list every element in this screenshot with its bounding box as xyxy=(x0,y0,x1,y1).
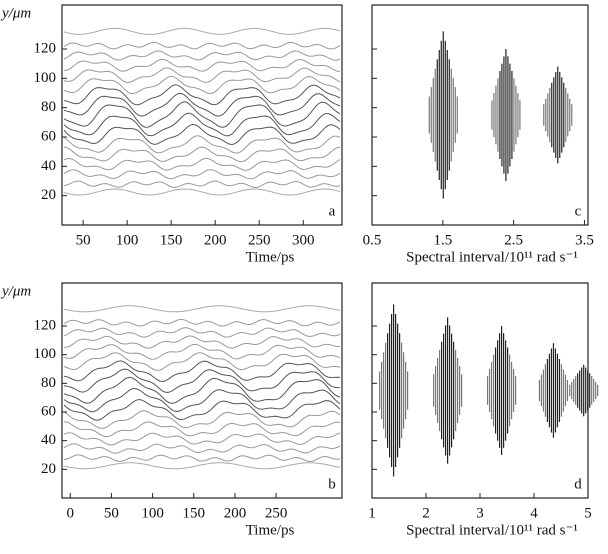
contour-line xyxy=(63,443,341,454)
x-tick-label: 0 xyxy=(66,505,74,521)
contour-line xyxy=(63,188,341,196)
x-axis-label: Spectral interval/10¹¹ rad s⁻¹ xyxy=(406,522,578,538)
contour-line xyxy=(63,75,341,95)
contour-line xyxy=(63,157,341,171)
contour-line xyxy=(63,454,341,463)
contour-line xyxy=(63,67,341,84)
contour-line xyxy=(63,432,341,446)
contour-line xyxy=(63,343,341,360)
x-tick-label: 50 xyxy=(76,232,91,248)
panel: 20 40 60 80 100 120 0 50 100 150 200 250 y/μm Time/ps… xyxy=(0,282,343,538)
contour-line xyxy=(63,318,341,327)
x-tick-label: 3 xyxy=(476,505,484,521)
panel-label: a xyxy=(329,203,336,219)
x-tick-label: 4 xyxy=(530,505,538,521)
y-tick-label: 120 xyxy=(34,40,57,56)
x-tick-label: 2.5 xyxy=(504,232,523,248)
y-tick-label: 60 xyxy=(41,128,56,144)
y-tick-label: 60 xyxy=(41,403,56,419)
x-tick-label: 200 xyxy=(204,232,227,248)
x-tick-label: 200 xyxy=(224,505,247,521)
frame xyxy=(61,4,343,226)
x-tick-label: 1.5 xyxy=(433,232,452,248)
contour-line xyxy=(63,50,341,61)
contour-line xyxy=(63,84,341,106)
frame xyxy=(371,4,589,226)
x-tick-label: 150 xyxy=(160,232,183,248)
contour-line xyxy=(63,360,341,383)
y-tick-label: 80 xyxy=(41,375,56,391)
frame xyxy=(61,282,343,499)
contour-line xyxy=(63,123,341,146)
y-tick-label: 40 xyxy=(41,158,56,174)
x-axis-label: Spectral interval/10¹¹ rad s⁻¹ xyxy=(406,249,578,265)
x-tick-label: 100 xyxy=(141,505,164,521)
y-tick-label: 20 xyxy=(41,187,56,203)
contour-line xyxy=(63,327,341,338)
contour-line xyxy=(63,180,341,189)
panel-label: b xyxy=(328,476,336,492)
panel: 1 2 3 4 5 Spectral interval/10¹¹ rad s⁻¹ d xyxy=(368,282,599,538)
x-axis-label: Time/ps xyxy=(246,522,295,538)
x-tick-label: 3.5 xyxy=(575,232,594,248)
contour-line xyxy=(63,410,341,429)
y-tick-label: 120 xyxy=(34,317,57,333)
y-tick-label: 100 xyxy=(34,346,57,362)
y-tick-label: 80 xyxy=(41,99,56,115)
y-axis-label: y/μm xyxy=(0,283,31,299)
contour-line xyxy=(63,41,341,50)
contour-line xyxy=(63,368,340,393)
contour-line xyxy=(63,92,341,117)
x-tick-label: 2 xyxy=(422,505,430,521)
contour-line xyxy=(63,388,341,413)
contour-line xyxy=(63,462,341,470)
y-tick-label: 20 xyxy=(41,461,56,477)
x-tick-label: 1 xyxy=(368,505,376,521)
x-tick-label: 5 xyxy=(584,505,592,521)
contour-line xyxy=(63,146,341,163)
contour-line xyxy=(63,112,341,137)
contour-line xyxy=(63,101,341,128)
panel-label: d xyxy=(574,476,582,492)
x-tick-label: 250 xyxy=(248,232,271,248)
contour-line xyxy=(63,135,341,154)
x-axis-label: Time/ps xyxy=(246,249,295,265)
panel-label: c xyxy=(575,203,582,219)
contour-line xyxy=(63,352,341,371)
y-axis-label: y/μm xyxy=(0,5,31,21)
contour-line xyxy=(63,305,341,313)
panel: 20 40 60 80 100 120 50 100 150 200 250 300 y/μm Time/… xyxy=(0,4,343,265)
y-tick-label: 100 xyxy=(34,70,57,86)
x-tick-label: 300 xyxy=(292,232,315,248)
contour-line xyxy=(63,27,341,35)
contour-line xyxy=(63,335,341,349)
x-tick-label: 150 xyxy=(183,505,206,521)
contour-line xyxy=(63,398,341,421)
contour-line xyxy=(63,58,341,73)
contour-line xyxy=(63,376,341,404)
x-tick-label: 100 xyxy=(116,232,139,248)
x-tick-label: 50 xyxy=(104,505,119,521)
contour-line xyxy=(63,169,341,180)
contour-line xyxy=(63,421,341,438)
x-tick-label: 250 xyxy=(265,505,288,521)
x-tick-label: 0.5 xyxy=(363,232,382,248)
y-tick-label: 40 xyxy=(41,432,56,448)
